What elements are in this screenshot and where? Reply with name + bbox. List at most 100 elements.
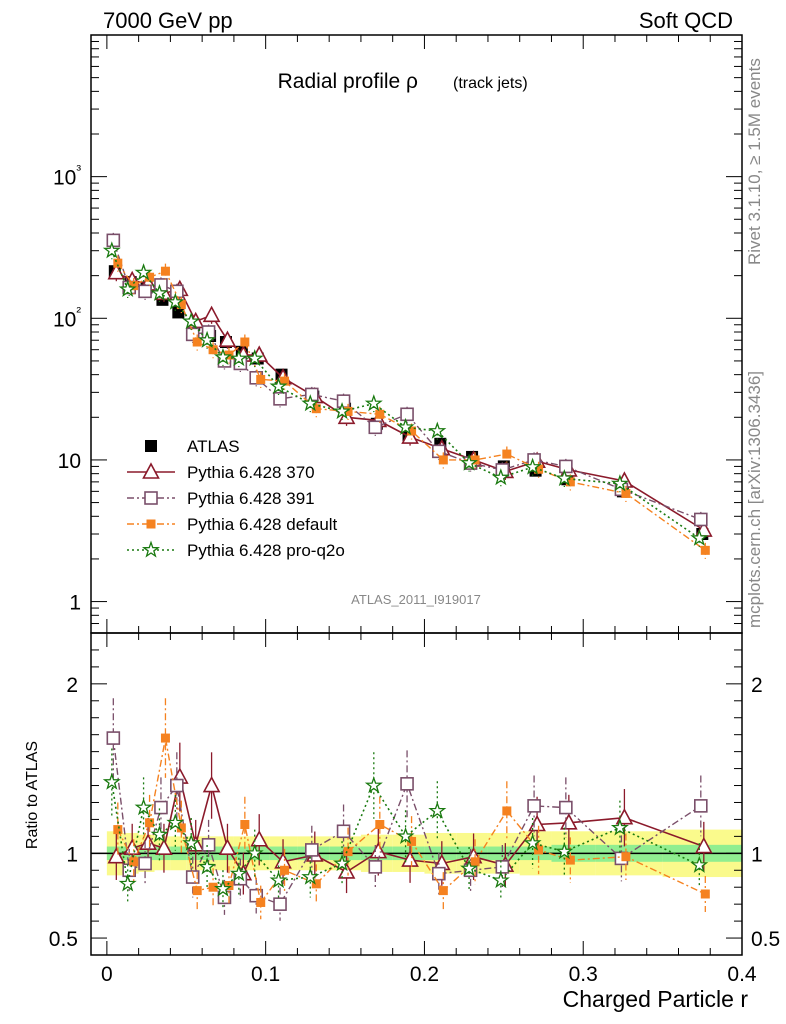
ratio-point-pdefault: [208, 882, 218, 892]
series-line-pq2o: [111, 250, 700, 539]
ratio-point-p391: [559, 800, 573, 815]
header-right: Soft QCD: [639, 8, 733, 33]
ratio-point-pdefault: [343, 847, 353, 857]
ratio-point-pdefault: [176, 823, 186, 833]
ratio-point-p370: [139, 833, 157, 850]
x-tick-label: 0.4: [727, 963, 757, 986]
y-tick-label-right: 2: [751, 674, 763, 697]
ratio-point-pdefault: [192, 886, 202, 896]
ratio-point-p370: [337, 862, 356, 879]
point-p391: [400, 407, 414, 422]
ratio-point-pdefault: [256, 897, 266, 907]
analysis-id: ATLAS_2011_I919017: [351, 592, 481, 607]
ratio-point-pq2o: [182, 833, 201, 851]
y-tick-label: 1: [69, 592, 81, 615]
ratio-point-pq2o: [102, 772, 121, 790]
point-pdefault: [240, 337, 250, 347]
ratio-point-p370: [560, 813, 578, 830]
series-line-pdefault: [117, 262, 706, 551]
legend-marker-ATLAS: [145, 440, 157, 452]
header-left: 7000 GeV pp: [103, 8, 233, 33]
plot-subtitle: (track jets): [453, 75, 528, 92]
ratio-point-pq2o: [610, 818, 629, 836]
point-pq2o: [182, 311, 201, 330]
x-tick-label: 0.2: [410, 963, 439, 986]
ratio-point-pdefault: [534, 845, 544, 855]
point-ATLAS: [172, 306, 185, 319]
point-p391: [694, 512, 708, 527]
point-pdefault: [176, 300, 186, 310]
ratio-point-p391: [138, 856, 152, 871]
legend-label-p370: Pythia 6.428 370: [187, 463, 315, 482]
legend-marker-pq2o: [141, 540, 161, 558]
plot-title: Radial profile ρ: [278, 70, 418, 93]
side-text-mcplots: mcplots.cern.ch [arXiv:1306.3436]: [745, 371, 764, 628]
ratio-point-pdefault: [407, 836, 417, 846]
x-tick-label: 0: [101, 963, 113, 986]
point-pq2o: [428, 421, 447, 439]
ratio-point-pq2o: [118, 874, 137, 892]
point-p391: [138, 284, 152, 299]
point-pdefault: [565, 477, 575, 487]
point-pdefault: [208, 345, 218, 355]
point-p391: [273, 392, 287, 406]
point-p391: [368, 420, 383, 435]
point-pdefault: [407, 426, 417, 436]
ratio-point-pq2o: [690, 855, 709, 873]
point-pq2o: [690, 528, 709, 546]
ratio-point-p370: [401, 850, 419, 867]
ratio-point-p370: [202, 775, 221, 793]
point-pq2o: [102, 241, 121, 259]
ratio-line-p370: [115, 776, 705, 876]
ratio-point-p391: [368, 860, 383, 874]
ratio-point-pq2o: [460, 859, 479, 877]
point-pdefault: [534, 464, 544, 474]
series-pdefault: [113, 255, 710, 559]
legend-marker-p370: [142, 462, 160, 479]
point-pq2o: [269, 377, 288, 395]
y-tick-label: 1: [66, 843, 78, 866]
legend-label-pq2o: Pythia 6.428 pro-q2o: [187, 541, 345, 560]
point-p370: [401, 427, 419, 444]
ratio-series-p391: [106, 698, 708, 921]
ratio-point-p370: [615, 808, 634, 825]
ratio-point-pdefault: [145, 818, 155, 828]
ratio-point-pdefault: [438, 886, 448, 896]
legend-marker-pdefault: [146, 519, 156, 529]
legend: ATLAS Pythia 6.428 370 Pythia 6.428 391 Pyt…: [127, 437, 345, 560]
point-pdefault: [343, 406, 353, 416]
ratio-point-pq2o: [245, 843, 264, 861]
y-tick-label: 2: [66, 674, 78, 697]
ratio-point-pdefault: [565, 855, 575, 865]
ratio-point-p391: [106, 731, 121, 745]
ratio-frame: [90, 632, 743, 956]
ratio-point-p370: [155, 838, 173, 856]
ratio-point-pq2o: [555, 842, 574, 860]
point-pq2o: [245, 349, 264, 367]
point-pdefault: [129, 281, 139, 291]
ratio-point-pq2o: [166, 813, 185, 831]
point-pq2o: [213, 347, 232, 366]
y-axis-label-ratio: Ratio to ATLAS: [24, 741, 41, 849]
ratio-point-p370: [218, 838, 237, 856]
ratio-point-pq2o: [491, 870, 510, 889]
ratio-point-pq2o: [150, 825, 169, 843]
point-pq2o: [150, 283, 169, 302]
ratio-point-pq2o: [229, 864, 248, 882]
point-pq2o: [523, 457, 542, 475]
ratio-point-pdefault: [240, 820, 250, 830]
ratio-point-p391: [495, 860, 510, 874]
point-pdefault: [113, 258, 123, 268]
ratio-point-pq2o: [364, 776, 383, 794]
ratio-point-p370: [694, 836, 713, 854]
ratio-point-p391: [400, 777, 414, 791]
point-pdefault: [256, 374, 266, 384]
ratio-point-p370: [528, 814, 546, 832]
ratio-point-pq2o: [396, 826, 415, 845]
legend-marker-p391: [144, 491, 158, 505]
ratio-point-p391: [170, 778, 184, 793]
point-pq2o: [396, 417, 415, 435]
point-pq2o: [118, 279, 137, 298]
point-pq2o: [364, 394, 383, 412]
